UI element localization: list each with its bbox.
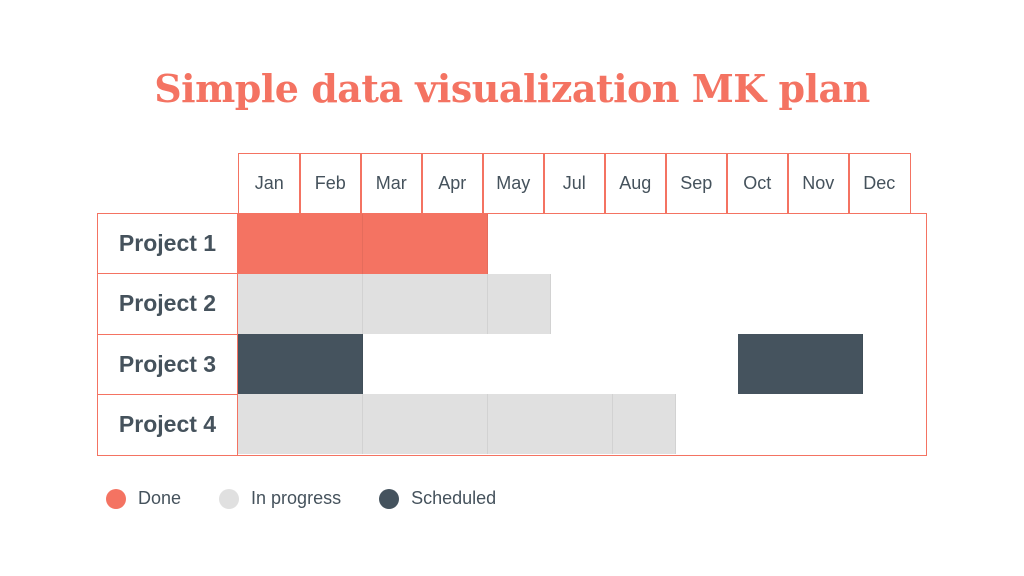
project-label: Project 3 xyxy=(98,335,237,395)
gantt-bar-cell xyxy=(362,394,426,454)
legend-item: Done xyxy=(106,488,181,509)
legend-dot xyxy=(219,488,240,509)
gantt-bar-cell xyxy=(238,334,301,394)
month-label: Jan xyxy=(238,153,301,214)
chart-title: Simple data visualization MK plan xyxy=(154,66,870,111)
gantt-bar-cell xyxy=(487,394,551,454)
row-labels: Project 1 Project 2 Project 3 Project 4 xyxy=(98,214,238,455)
gantt-bar-cell xyxy=(612,394,676,454)
gantt-bar-cell xyxy=(238,214,301,274)
gantt-bar-cell xyxy=(238,394,301,454)
legend-item: In progress xyxy=(219,488,341,509)
legend-dot xyxy=(106,488,126,509)
gantt-bar-cell xyxy=(300,394,364,454)
month-label: Mar xyxy=(360,153,423,214)
bar-area xyxy=(238,214,925,455)
gantt-bar-cell xyxy=(800,334,864,394)
month-label: Nov xyxy=(787,153,850,214)
gantt-bar-cell xyxy=(737,334,801,394)
legend-label: Scheduled xyxy=(411,488,497,508)
gantt-bar-cell xyxy=(425,394,489,454)
month-label: May xyxy=(482,153,545,214)
month-header: Jan Feb Mar Apr May Jul Aug Sep Oct Nov Dec xyxy=(238,153,927,214)
legend: Done In progress Scheduled xyxy=(106,488,534,509)
legend-item: Scheduled xyxy=(379,488,496,509)
gantt-bar-cell xyxy=(487,274,551,334)
month-label: Apr xyxy=(421,153,484,214)
gantt-bar-cell xyxy=(238,274,301,334)
legend-dot xyxy=(379,488,400,509)
month-label: Dec xyxy=(848,153,911,214)
month-label: Aug xyxy=(604,153,667,214)
month-label: Feb xyxy=(299,153,362,214)
legend-label: In progress xyxy=(251,488,342,508)
gantt-bar-cell xyxy=(300,334,364,394)
gantt-bar-cell xyxy=(550,394,614,454)
gantt-bar-cell xyxy=(300,214,364,274)
gantt-bar-cell xyxy=(300,274,364,334)
gantt-bar-cell xyxy=(425,214,489,274)
project-label: Project 4 xyxy=(118,411,217,438)
month-label: Sep xyxy=(665,153,728,214)
project-label: Project 1 xyxy=(98,214,237,275)
gantt-grid: Project 1 Project 2 Project 3 Project 4 xyxy=(97,213,927,456)
legend-label: Done xyxy=(138,488,182,508)
month-label: Jul xyxy=(543,153,606,214)
month-label: Oct xyxy=(726,153,789,214)
gantt-bar-cell xyxy=(362,274,426,334)
project-label: Project 2 xyxy=(98,274,237,335)
gantt-bar-cell xyxy=(362,214,426,274)
gantt-bar-cell xyxy=(425,274,489,334)
